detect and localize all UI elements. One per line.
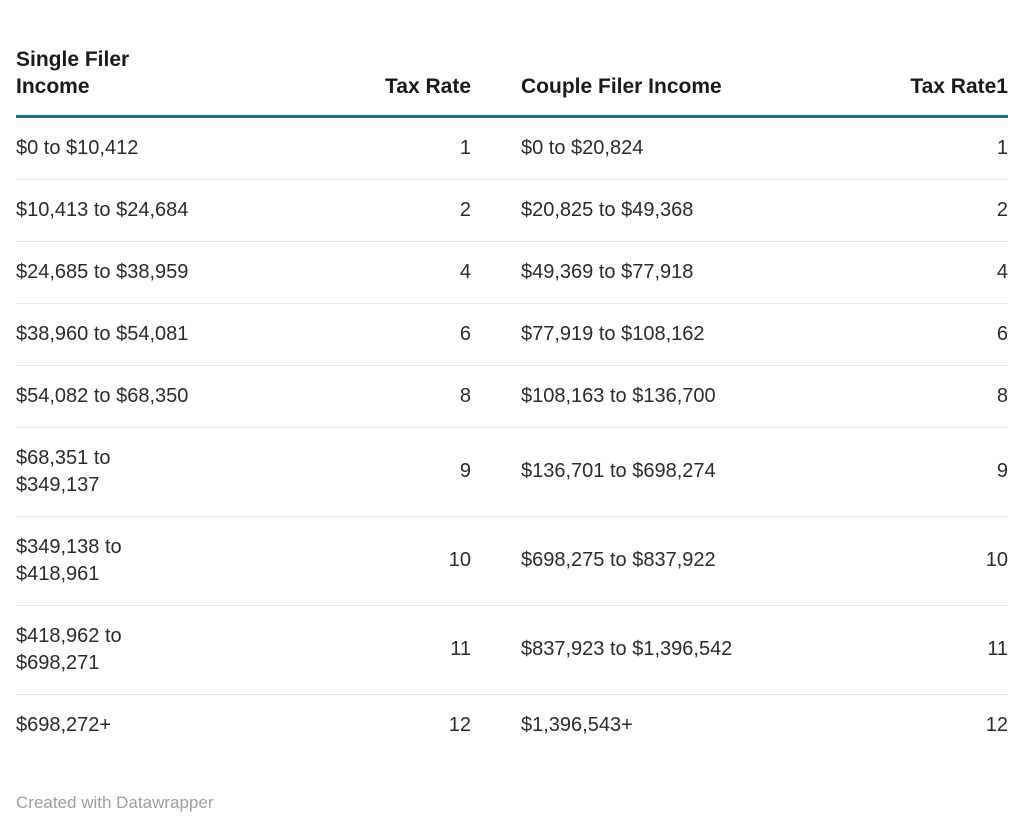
cell-single-filer-income: $54,082 to $68,350 [16, 364, 196, 428]
column-header-single-filer-income: Single Filer Income [16, 46, 196, 118]
column-header-tax-rate1: Tax Rate1 [771, 46, 1008, 118]
cell-single-filer-income: $24,685 to $38,959 [16, 240, 196, 304]
cell-tax-rate1: 10 [771, 515, 1008, 606]
cell-single-filer-income: $38,960 to $54,081 [16, 302, 196, 366]
cell-single-filer-income: $418,962 to $698,271 [16, 604, 196, 695]
cell-tax-rate1: 8 [771, 364, 1008, 428]
cell-tax-rate: 8 [196, 364, 471, 428]
cell-single-filer-income: $68,351 to $349,137 [16, 426, 196, 517]
cell-tax-rate1: 1 [996, 136, 1008, 159]
table-row: $24,685 to $38,959 4 $49,369 to $77,918 4 [16, 240, 1008, 304]
cell-tax-rate1: 12 [771, 693, 1008, 756]
tax-brackets-table: Single Filer Income Tax Rate Couple File… [16, 46, 1008, 756]
cell-tax-rate: 9 [196, 426, 471, 517]
table-row: $38,960 to $54,081 6 $77,919 to $108,162 6 [16, 302, 1008, 366]
cell-tax-rate: 4 [196, 240, 471, 304]
cell-couple-filer-income: $837,923 to $1,396,542 [471, 604, 771, 695]
table-row: $10,413 to $24,684 2 $20,825 to $49,368 2 [16, 178, 1008, 242]
cell-tax-rate1: 4 [771, 240, 1008, 304]
datawrapper-attribution: Created with Datawrapper [16, 792, 214, 812]
cell-tax-rate: 6 [196, 302, 471, 366]
column-header-tax-rate: Tax Rate [196, 46, 471, 118]
cell-single-filer-income: $349,138 to $418,961 [16, 515, 196, 606]
header-row: Single Filer Income Tax Rate Couple File… [16, 46, 1008, 118]
cell-single-filer-income: $698,272+ [16, 693, 196, 756]
table-row: $54,082 to $68,350 8 $108,163 to $136,700 8 [16, 364, 1008, 428]
cell-couple-filer-income: $20,825 to $49,368 [471, 178, 771, 242]
cell-tax-rate1: 6 [771, 302, 1008, 366]
cell-tax-rate: 1 [459, 136, 471, 159]
cell-couple-filer-income: $1,396,543+ [471, 693, 771, 756]
column-header-couple-filer-income: Couple Filer Income [471, 46, 771, 118]
cell-couple-filer-income: $0 to $20,824 [521, 136, 644, 159]
table-header: Single Filer Income Tax Rate Couple File… [16, 46, 1008, 118]
cell-tax-rate: 2 [196, 178, 471, 242]
cell-tax-rate: 10 [196, 515, 471, 606]
table-row: $0 to $10,412 1 $0 to $20,824 1 [16, 116, 1008, 179]
cell-couple-filer-income: $77,919 to $108,162 [471, 302, 771, 366]
cell-tax-rate1: 9 [771, 426, 1008, 517]
cell-single-filer-income: $0 to $10,412 [16, 136, 139, 159]
table-row: $418,962 to $698,271 11 $837,923 to $1,396… [16, 604, 1008, 695]
cell-tax-rate: 11 [196, 604, 471, 695]
cell-couple-filer-income: $136,701 to $698,274 [471, 426, 771, 517]
cell-couple-filer-income: $49,369 to $77,918 [471, 240, 771, 304]
cell-single-filer-income: $10,413 to $24,684 [16, 178, 196, 242]
cell-tax-rate1: 11 [771, 604, 1008, 695]
cell-tax-rate1: 2 [771, 178, 1008, 242]
table-row: $68,351 to $349,137 9 $136,701 to $698,274… [16, 426, 1008, 517]
cell-tax-rate: 12 [196, 693, 471, 756]
cell-couple-filer-income: $108,163 to $136,700 [471, 364, 771, 428]
table-body: $0 to $10,412 1 $0 to $20,824 1 $10,413 to $… [16, 116, 1008, 756]
cell-couple-filer-income: $698,275 to $837,922 [471, 515, 771, 606]
table-row: $698,272+ 12 $1,396,543+ 12 [16, 693, 1008, 756]
table-row: $349,138 to $418,961 10 $698,275 to $837,9… [16, 515, 1008, 606]
